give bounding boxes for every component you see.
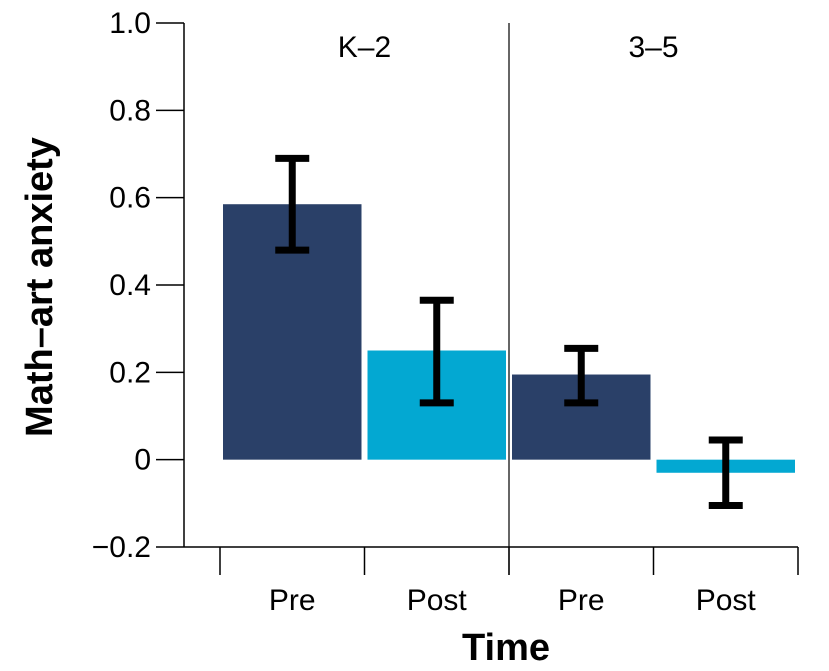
- y-tick-label: 0: [134, 444, 151, 477]
- group-label: 3–5: [628, 31, 678, 64]
- y-tick-label: 1.0: [109, 7, 151, 40]
- y-tick-label: 0.2: [109, 356, 151, 389]
- x-tick-label: Pre: [269, 584, 316, 617]
- group-labels: K–2 3–5: [338, 31, 679, 64]
- x-tick-label: Pre: [558, 584, 605, 617]
- y-axis-title: Math–art anxiety: [19, 137, 61, 437]
- y-tick-label: 0.8: [109, 94, 151, 127]
- x-axis: Pre Post Pre Post: [184, 23, 799, 617]
- y-tick-label: −0.2: [92, 531, 151, 564]
- x-tick-label: Post: [407, 584, 468, 617]
- group-label: K–2: [338, 31, 391, 64]
- y-tick-label: 0.4: [109, 269, 151, 302]
- y-tick-label: 0.6: [109, 182, 151, 215]
- error-bars: [275, 154, 743, 510]
- x-axis-title: Time: [462, 627, 550, 669]
- y-axis: −0.2 0 0.2 0.4 0.6 0.8 1.0: [92, 7, 185, 564]
- x-tick-label: Post: [696, 584, 757, 617]
- bars: [223, 204, 795, 473]
